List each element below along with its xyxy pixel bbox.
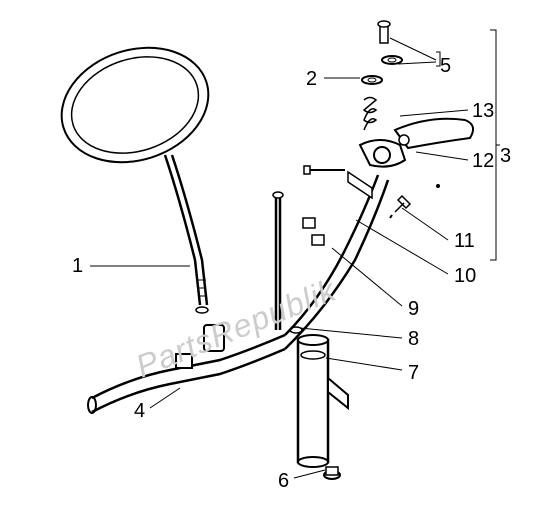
callout-4: 4 [134, 400, 145, 423]
callout-13: 13 [472, 100, 494, 123]
callout-12: 12 [472, 150, 494, 173]
callout-8: 8 [408, 328, 419, 351]
diagram-container: PartsRepublik 12345678910111213 [0, 0, 560, 512]
callout-1: 1 [72, 255, 83, 278]
callout-5: 5 [440, 55, 451, 78]
callout-9: 9 [408, 298, 419, 321]
parts-line-art [0, 0, 560, 512]
callout-11: 11 [454, 230, 475, 253]
callout-7: 7 [408, 362, 419, 385]
callout-10: 10 [454, 265, 476, 288]
callout-6: 6 [278, 470, 289, 493]
callout-2: 2 [306, 68, 317, 91]
callout-3: 3 [500, 145, 511, 168]
